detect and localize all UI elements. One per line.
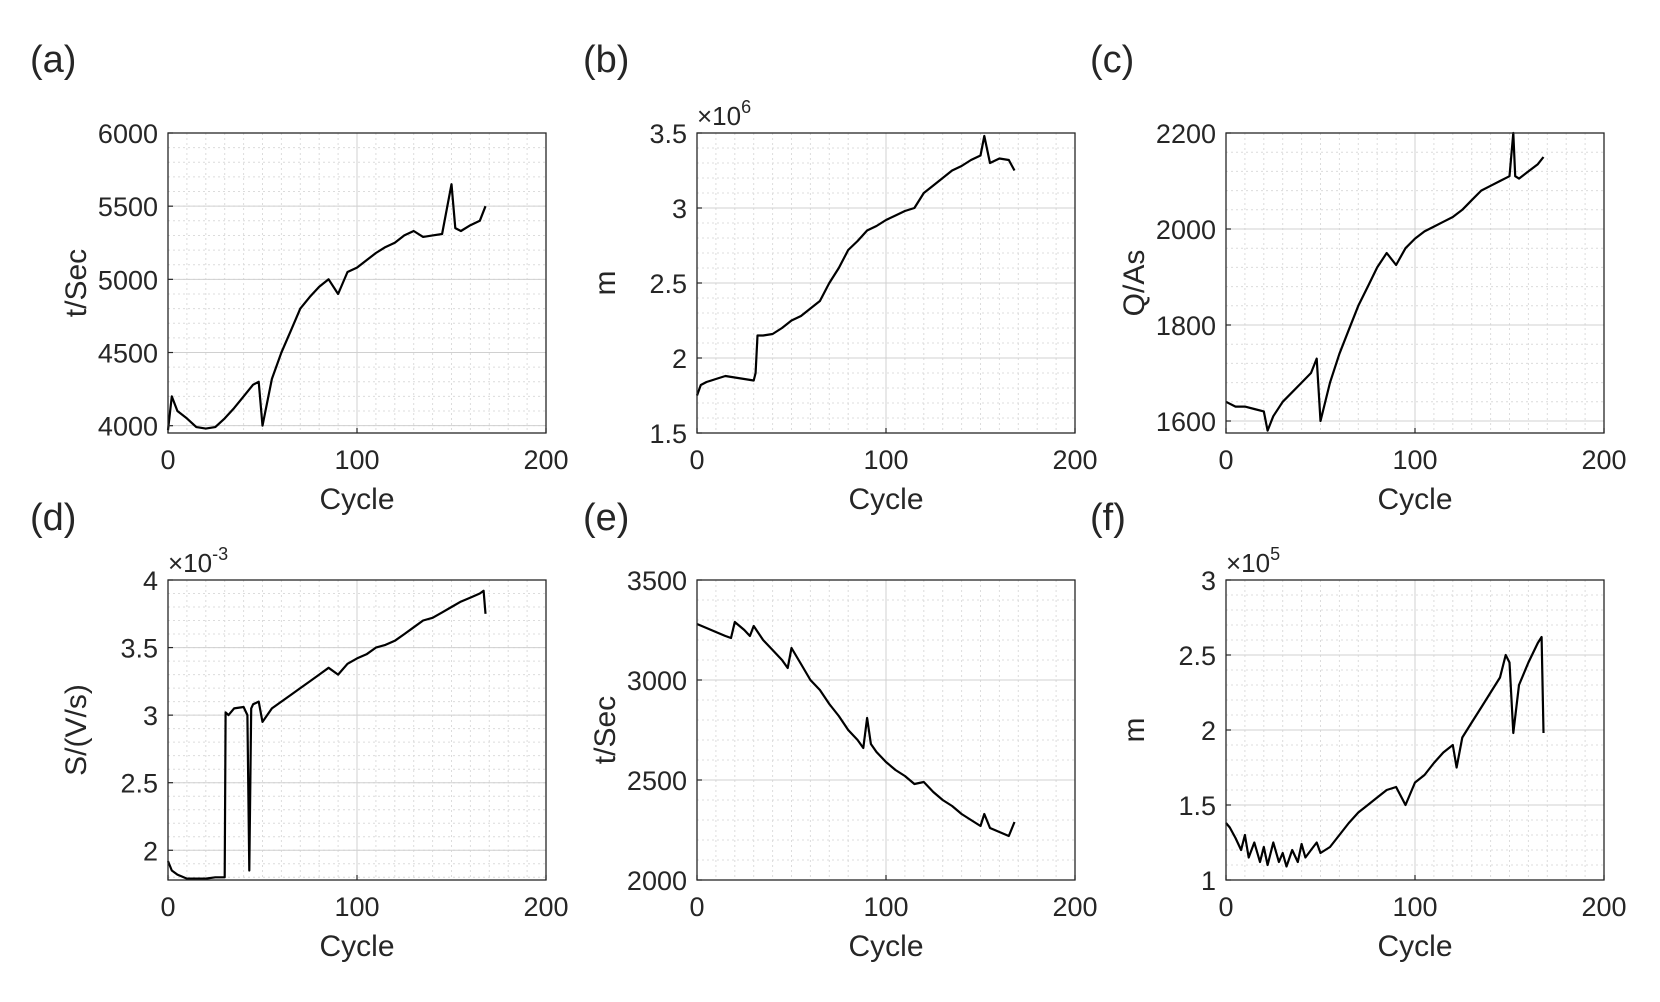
- y-tick-label: 1.5: [1178, 791, 1216, 821]
- y-axis-label: t/Sec: [589, 696, 622, 764]
- panel-label: (e): [583, 497, 629, 539]
- x-axis-label: Cycle: [848, 930, 923, 963]
- y-tick-label: 3.5: [120, 634, 158, 664]
- chart-panel-d: (d) 0 100 200 2 2.5 3 3.5 4 Cycle S/(V/s) ×10-3: [30, 497, 569, 963]
- chart-panel-b: (b) 0 100 200 1.5 2 2.5 3 3.5 Cycle m ×106: [583, 39, 1098, 516]
- y-tick-label: 6000: [98, 119, 158, 149]
- axis-exponent-label: ×106: [697, 97, 751, 131]
- y-tick-label: 2000: [627, 866, 687, 896]
- y-tick-label: 2: [1201, 716, 1216, 746]
- x-tick-label: 200: [1052, 445, 1097, 475]
- y-tick-label: 3.5: [649, 119, 687, 149]
- x-tick-label: 100: [334, 892, 379, 922]
- panel-label: (b): [583, 39, 629, 81]
- series-line: [695, 134, 1016, 396]
- x-tick-label: 100: [1392, 892, 1437, 922]
- y-tick-label: 2: [672, 344, 687, 374]
- grid: [696, 132, 1076, 434]
- series-line: [166, 183, 487, 431]
- y-tick-label: 5500: [98, 192, 158, 222]
- x-tick-label: 0: [1218, 445, 1233, 475]
- x-tick-label: 100: [1392, 445, 1437, 475]
- y-tick-label: 2.5: [1178, 641, 1216, 671]
- chart-panel-c: (c) 0 100 200 1600 1800 2000 2200 Cycle Q/As: [1090, 39, 1627, 516]
- x-axis-label: Cycle: [848, 483, 923, 516]
- panel-label: (c): [1090, 39, 1134, 81]
- axis-exponent-label: ×10-3: [168, 544, 228, 578]
- y-axis-label: m: [1118, 718, 1151, 743]
- y-tick-label: 3: [672, 194, 687, 224]
- x-tick-label: 0: [689, 445, 704, 475]
- y-tick-label: 1.5: [649, 419, 687, 449]
- y-tick-label: 2.5: [120, 769, 158, 799]
- y-tick-label: 2200: [1156, 119, 1216, 149]
- panel-label: (f): [1090, 497, 1126, 539]
- series-line: [1225, 635, 1545, 868]
- y-tick-label: 1600: [1156, 407, 1216, 437]
- series-line: [166, 589, 487, 880]
- x-tick-label: 0: [160, 892, 175, 922]
- x-axis-label: Cycle: [1377, 930, 1452, 963]
- y-tick-label: 3000: [627, 666, 687, 696]
- y-tick-label: 3500: [627, 566, 687, 596]
- y-tick-label: 2: [143, 836, 158, 866]
- x-tick-label: 200: [523, 445, 568, 475]
- x-axis-label: Cycle: [319, 483, 394, 516]
- x-tick-label: 0: [160, 445, 175, 475]
- y-axis-label: m: [589, 271, 622, 296]
- grid: [167, 132, 547, 433]
- y-tick-label: 4000: [98, 412, 158, 442]
- x-tick-label: 100: [334, 445, 379, 475]
- y-tick-label: 4: [143, 566, 158, 596]
- x-axis-label: Cycle: [1377, 483, 1452, 516]
- y-tick-label: 2.5: [649, 269, 687, 299]
- y-tick-label: 1800: [1156, 311, 1216, 341]
- chart-panel-f: (f) 0 100 200 1 1.5 2 2.5 3 Cycle m ×105: [1090, 497, 1627, 963]
- x-tick-label: 200: [1581, 892, 1626, 922]
- x-tick-label: 0: [1218, 892, 1233, 922]
- x-tick-label: 100: [863, 892, 908, 922]
- axis-exponent-label: ×105: [1226, 544, 1280, 578]
- y-tick-label: 2500: [627, 766, 687, 796]
- y-axis-label: S/(V/s): [60, 684, 93, 776]
- y-tick-label: 5000: [98, 265, 158, 295]
- panel-label: (d): [30, 497, 76, 539]
- y-axis-label: Q/As: [1118, 250, 1151, 317]
- series-line: [696, 620, 1016, 838]
- x-tick-label: 0: [689, 892, 704, 922]
- x-tick-label: 200: [1581, 445, 1626, 475]
- grid: [1225, 579, 1605, 881]
- y-axis-label: t/Sec: [60, 249, 93, 317]
- x-tick-label: 100: [863, 445, 908, 475]
- series-line: [1225, 131, 1545, 432]
- y-tick-label: 3: [143, 701, 158, 731]
- x-tick-label: 200: [523, 892, 568, 922]
- y-tick-label: 3: [1201, 566, 1216, 596]
- grid: [1225, 132, 1605, 433]
- x-axis-label: Cycle: [319, 930, 394, 963]
- y-tick-label: 4500: [98, 339, 158, 369]
- chart-panel-a: (a) 0 100 200 4000 4500 5000 5500 6000 Cycle t/Sec: [30, 39, 569, 516]
- grid: [167, 579, 547, 880]
- grid: [696, 579, 1076, 881]
- x-tick-label: 200: [1052, 892, 1097, 922]
- chart-panel-e: (e) 0 100 200 2000 2500 3000 3500 Cycle t/Sec: [583, 497, 1098, 963]
- panel-label: (a): [30, 39, 76, 81]
- y-tick-label: 2000: [1156, 215, 1216, 245]
- y-tick-label: 1: [1201, 866, 1216, 896]
